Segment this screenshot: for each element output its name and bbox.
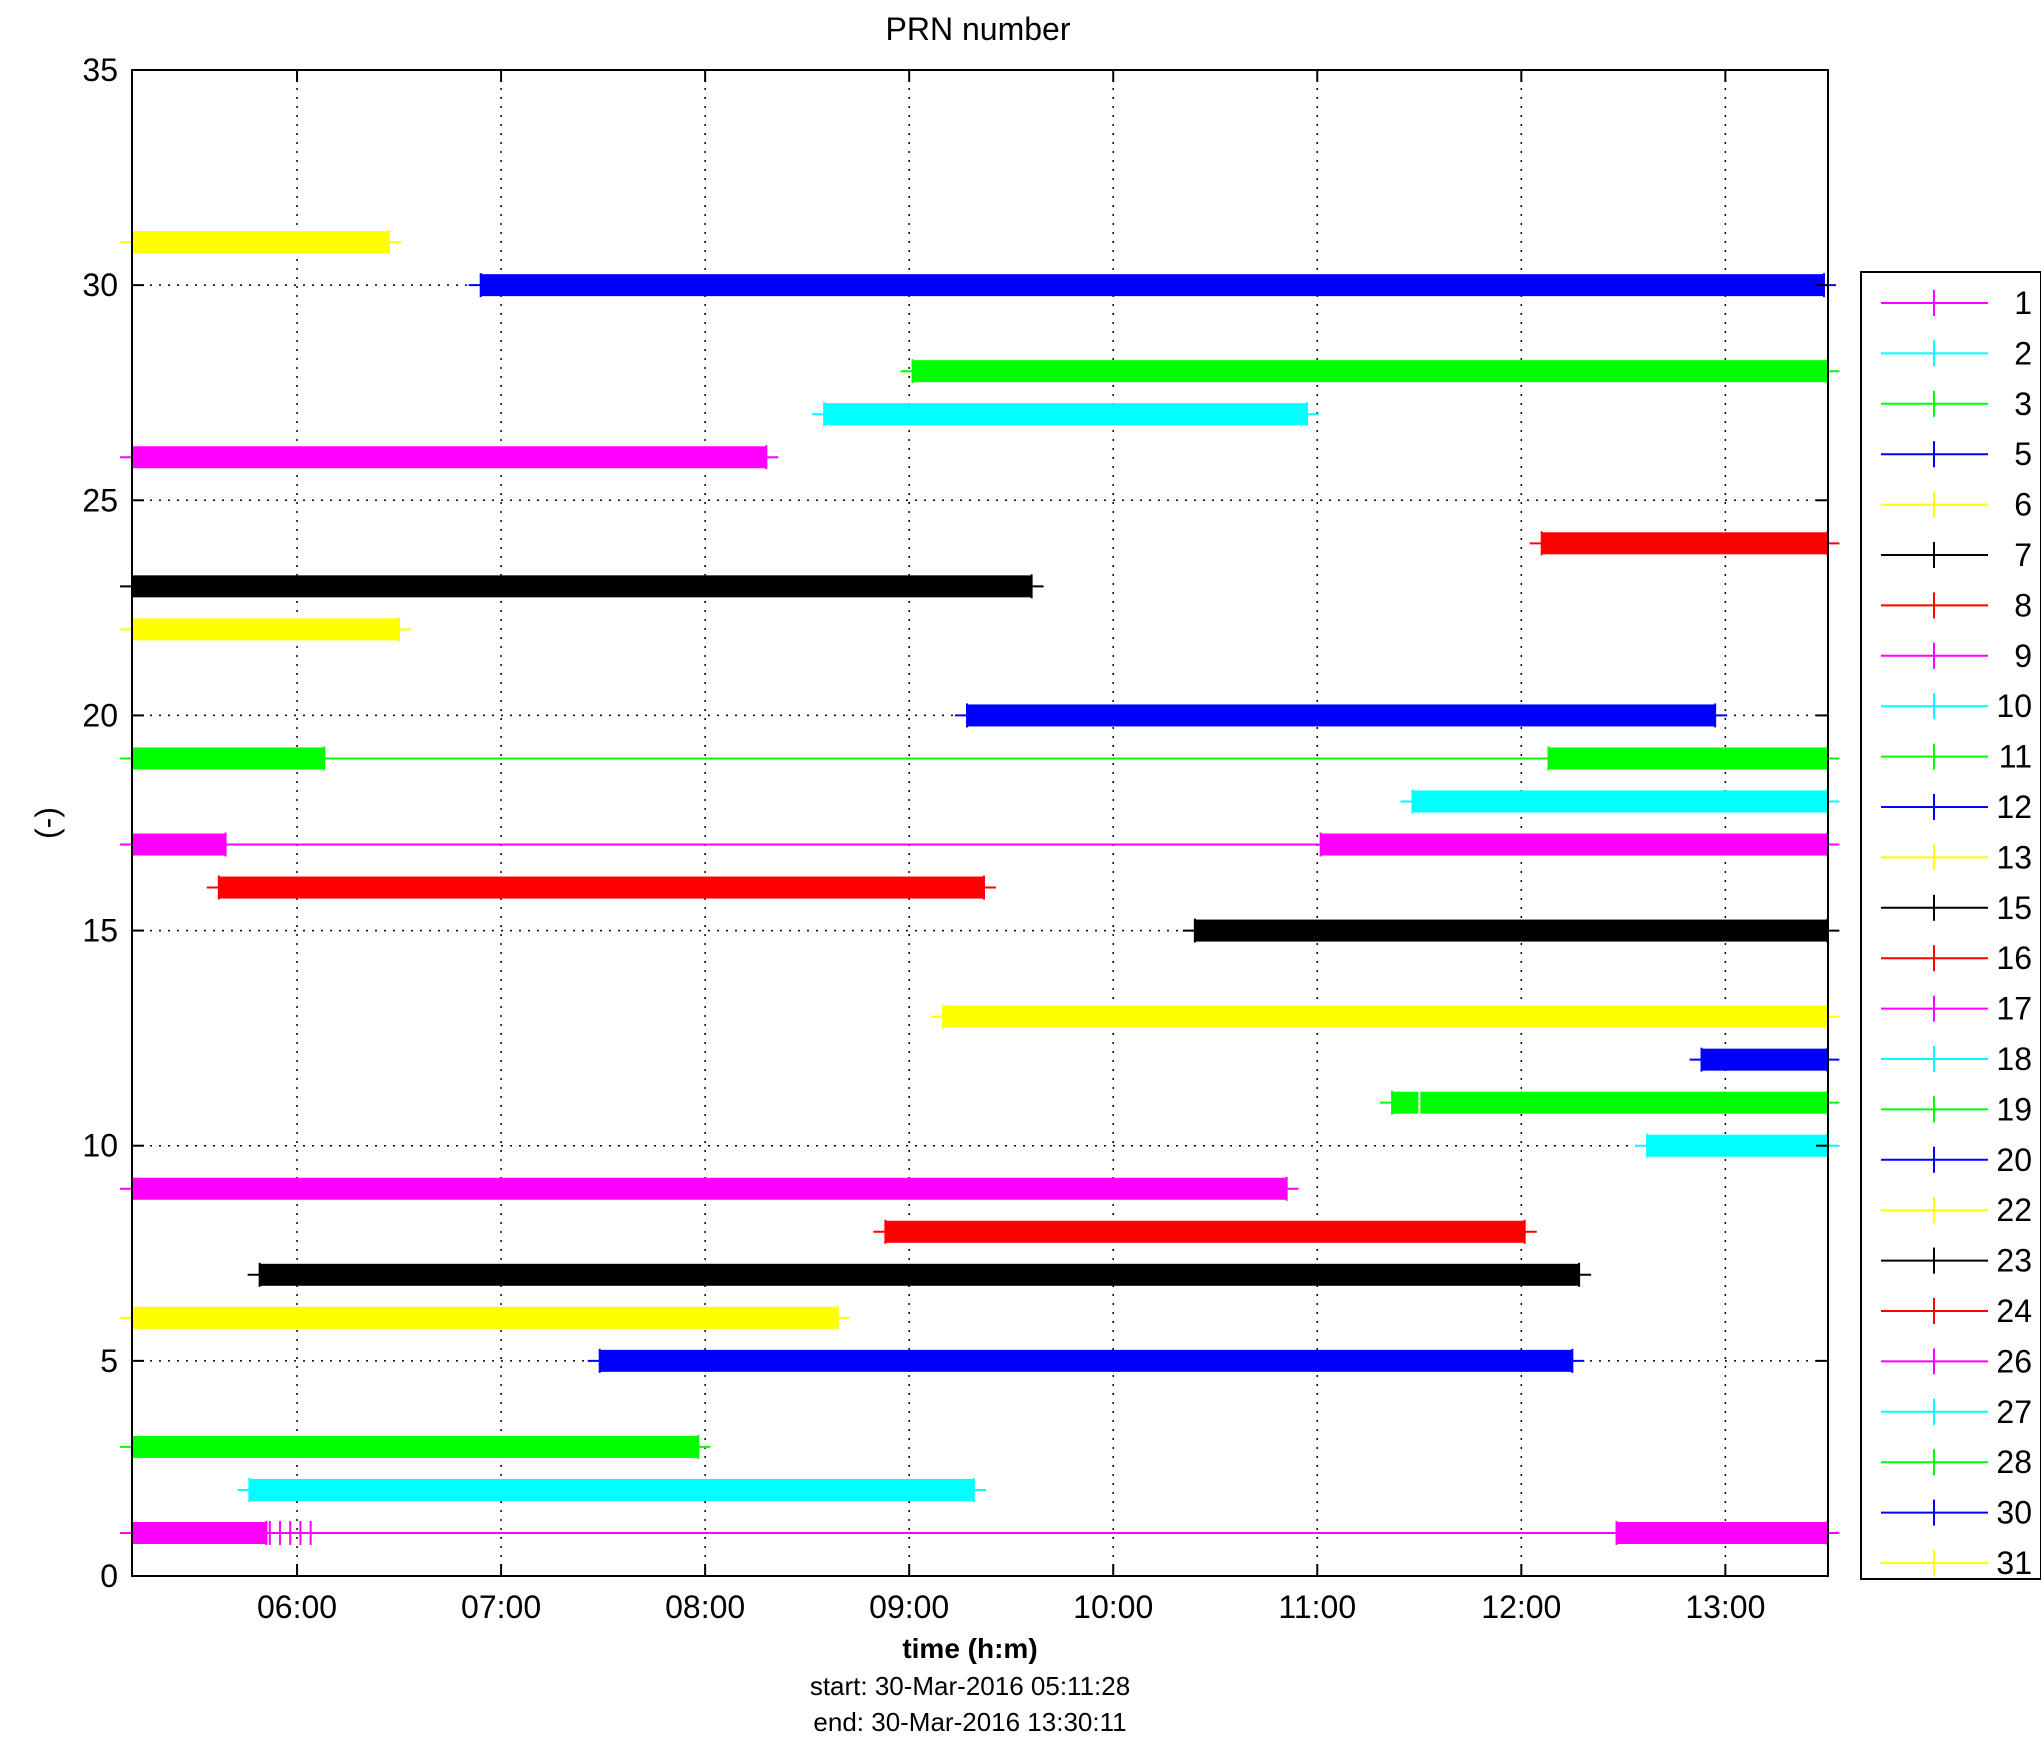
legend-label-6: 6: [2014, 487, 2032, 523]
prn-18-bar: [1412, 790, 1828, 813]
legend-label-7: 7: [2014, 537, 2032, 573]
x-tick-label: 07:00: [461, 1589, 541, 1625]
legend-label-1: 1: [2014, 285, 2032, 321]
legend-label-27: 27: [1996, 1394, 2032, 1430]
legend-label-8: 8: [2014, 587, 2032, 623]
legend-label-30: 30: [1996, 1495, 2032, 1531]
prn-24-bar: [1541, 532, 1828, 555]
prn-19-bar: [1548, 747, 1828, 770]
chart-title: PRN number: [886, 11, 1071, 47]
prn-22-bar: [132, 618, 400, 641]
prn-5-bar: [599, 1349, 1573, 1372]
y-tick-label: 15: [82, 913, 118, 949]
x-tick-label: 06:00: [257, 1589, 337, 1625]
x-tick-label: 10:00: [1073, 1589, 1153, 1625]
legend-label-2: 2: [2014, 335, 2032, 371]
prn-17-bar: [1320, 833, 1828, 856]
legend-label-15: 15: [1996, 890, 2032, 926]
prn-15-bar: [1194, 919, 1828, 942]
y-tick-label: 5: [100, 1343, 118, 1379]
prn-23-bar: [132, 575, 1032, 598]
end-time-note: end: 30-Mar-2016 13:30:11: [813, 1707, 1126, 1737]
prn-20-bar: [966, 704, 1716, 727]
prn-17-bar: [132, 833, 226, 856]
legend-label-17: 17: [1996, 991, 2032, 1027]
prn-7-bar: [259, 1263, 1580, 1286]
legend-label-16: 16: [1996, 940, 2032, 976]
prn-28-bar: [912, 360, 1828, 383]
x-tick-label: 09:00: [869, 1589, 949, 1625]
legend-label-23: 23: [1996, 1243, 2032, 1279]
prn-30-bar: [480, 274, 1824, 297]
x-tick-label: 12:00: [1481, 1589, 1561, 1625]
axis-ticks: 06:00 07:00 08:00 09:00 10:00 11:00 12:00 13:00…: [82, 52, 1828, 1625]
prn-6-bar: [132, 1306, 838, 1329]
legend-label-13: 13: [1996, 839, 2032, 875]
prn-27-bar: [824, 403, 1308, 426]
legend-label-24: 24: [1996, 1293, 2032, 1329]
x-tick-label: 11:00: [1278, 1589, 1356, 1625]
legend-label-19: 19: [1996, 1091, 2032, 1127]
prn-3-bar: [132, 1435, 699, 1458]
legend-label-5: 5: [2014, 436, 2032, 472]
prn-12-bar: [1701, 1048, 1828, 1071]
y-tick-label: 10: [82, 1128, 118, 1164]
y-tick-label: 30: [82, 267, 118, 303]
x-tick-label: 13:00: [1685, 1589, 1765, 1625]
legend-label-10: 10: [1996, 688, 2032, 724]
prn-11-bar: [1392, 1091, 1828, 1114]
legend-label-20: 20: [1996, 1142, 2032, 1178]
series-bars: [120, 230, 1840, 1545]
y-tick-label: 20: [82, 697, 118, 733]
y-tick-label: 0: [100, 1558, 118, 1594]
plot-frame: [131, 69, 1829, 1577]
prn-1-bar: [1616, 1521, 1828, 1544]
legend-label-3: 3: [2014, 386, 2032, 422]
prn-13-bar: [943, 1005, 1828, 1028]
prn-19-bar: [132, 747, 325, 770]
legend-label-12: 12: [1996, 789, 2032, 825]
prn-1-bar: [132, 1521, 267, 1544]
prn-2-bar: [249, 1478, 974, 1501]
prn-26-bar: [132, 446, 767, 469]
legend-label-11: 11: [1999, 739, 2032, 775]
prn-8-bar: [885, 1220, 1525, 1243]
x-axis-label: time (h:m): [902, 1633, 1037, 1664]
legend-label-9: 9: [2014, 638, 2032, 674]
legend-label-18: 18: [1996, 1041, 2032, 1077]
legend-label-28: 28: [1996, 1444, 2032, 1480]
start-time-note: start: 30-Mar-2016 05:11:28: [810, 1671, 1130, 1701]
legend: 1235678910111213151617181920222324262728…: [1860, 271, 2041, 1581]
y-tick-label: 25: [82, 482, 118, 518]
legend-label-31: 31: [1996, 1545, 2032, 1581]
y-tick-label: 35: [82, 52, 118, 88]
prn-16-bar: [218, 876, 984, 899]
legend-label-22: 22: [1996, 1192, 2032, 1228]
x-tick-label: 08:00: [665, 1589, 745, 1625]
y-axis-label: (-): [29, 807, 65, 839]
prn-31-bar: [132, 231, 389, 254]
legend-label-26: 26: [1996, 1343, 2032, 1379]
prn-9-bar: [132, 1177, 1287, 1200]
prn-10-bar: [1647, 1134, 1828, 1157]
